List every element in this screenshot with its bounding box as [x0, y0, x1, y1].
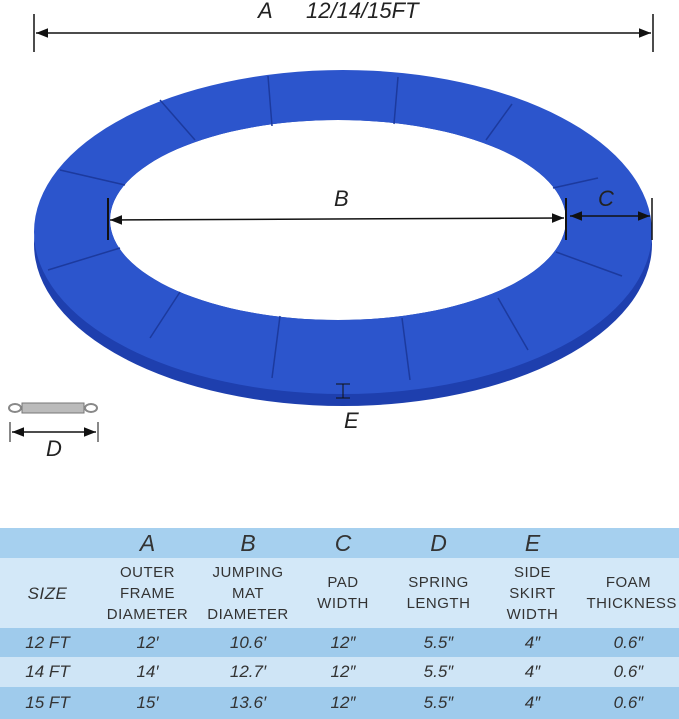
table-cell-text: 0.6″: [613, 662, 644, 681]
table-cell-text: 15 FT: [25, 693, 70, 712]
table-cell: 5.5″: [390, 657, 487, 687]
table-cell-text: 13.6′: [229, 693, 267, 712]
table-cell: 5.5″: [390, 628, 487, 657]
table-cell: 12″: [296, 687, 390, 719]
header-cell-text: PAD WIDTH: [317, 574, 369, 612]
diagram: A 12/14/15FT B C E D: [8, 0, 654, 461]
table-cell: 0.6″: [578, 657, 679, 687]
header-cell-text: SIZE: [27, 583, 68, 603]
label-d: D: [46, 436, 62, 461]
header-cell-text: FOAM THICKNESS: [586, 574, 677, 612]
table-cell-text: 14′: [136, 662, 159, 681]
table-cell: 12″: [296, 657, 390, 687]
letter-cell-text: C: [334, 529, 352, 556]
table-cell-text: 12″: [330, 632, 356, 652]
header-cell: SPRING LENGTH: [390, 558, 487, 628]
header-cell: SIDE SKIRT WIDTH: [487, 558, 578, 628]
table-cell-text: 4″: [524, 693, 541, 712]
table-cell-text: 5.5″: [423, 662, 454, 681]
label-a-size: 12/14/15FT: [306, 0, 420, 23]
table-cell-text: 4″: [524, 662, 541, 681]
table-cell: 10.6′: [200, 628, 296, 657]
table-cell: 0.6″: [578, 687, 679, 719]
table-cell: 12′: [95, 628, 200, 657]
table-cell: 4″: [487, 628, 578, 657]
letter-cell: B: [200, 528, 296, 558]
table-cell-text: 4″: [524, 632, 541, 652]
table-cell-text: 12.7′: [229, 662, 267, 681]
letter-cell: E: [487, 528, 578, 558]
header-cell: SIZE: [0, 558, 95, 628]
spring: [8, 402, 98, 414]
table-cell-text: 12″: [330, 693, 356, 712]
label-b: B: [334, 186, 349, 211]
header-cell: JUMPING MAT DIAMETER: [200, 558, 296, 628]
table-cell-text: 0.6″: [613, 693, 644, 712]
header-cell-text: JUMPING MAT DIAMETER: [207, 563, 289, 623]
letter-cell: A: [95, 528, 200, 558]
letter-cell-text: E: [524, 529, 541, 556]
ring: [34, 70, 652, 394]
table-cell: 12.7′: [200, 657, 296, 687]
label-e: E: [344, 408, 359, 433]
table-cell: 0.6″: [578, 628, 679, 657]
letter-cell: D: [390, 528, 487, 558]
table-cell-text: 14 FT: [25, 662, 70, 681]
table-cell-text: 5.5″: [423, 693, 454, 712]
table-cell: 4″: [487, 687, 578, 719]
letter-cell: [0, 528, 95, 558]
letter-cell-text: A: [139, 529, 156, 556]
label-a: A: [256, 0, 273, 23]
header-cell-text: SPRING LENGTH: [406, 574, 471, 612]
table-cell-text: 12 FT: [25, 632, 70, 652]
table-cell: 4″: [487, 657, 578, 687]
letter-cell-text: D: [430, 529, 447, 556]
header-cell-text: OUTER FRAME DIAMETER: [106, 563, 189, 623]
table-cell-text: 10.6′: [229, 632, 267, 652]
header-cell: OUTER FRAME DIAMETER: [95, 558, 200, 628]
seams: [47, 75, 623, 381]
table-cell: 13.6′: [200, 687, 296, 719]
letter-cell: [578, 528, 679, 558]
table-cell: 12″: [296, 628, 390, 657]
table-cell-text: 0.6″: [613, 632, 644, 652]
letter-cell: C: [296, 528, 390, 558]
table-cell: 15′: [95, 687, 200, 719]
letter-cell-text: B: [240, 529, 256, 556]
table-cell: 14 FT: [0, 657, 95, 687]
header-cell: PAD WIDTH: [296, 558, 390, 628]
header-cell: FOAM THICKNESS: [578, 558, 679, 628]
table-cell-text: 12′: [136, 632, 159, 652]
header-cell-text: SIDE SKIRT WIDTH: [506, 563, 559, 623]
table-cell-text: 12″: [330, 662, 356, 681]
table-cell: 5.5″: [390, 687, 487, 719]
table-cell: 14′: [95, 657, 200, 687]
table-cell-text: 15′: [136, 693, 159, 712]
dim-arrow: [109, 213, 565, 225]
spec-table: A B C D E SIZE OUTER FRAME DIAMETER JUMPING MAT…: [0, 528, 679, 719]
label-c: C: [598, 186, 614, 211]
table-cell-text: 5.5″: [423, 632, 454, 652]
table-cell: 15 FT: [0, 687, 95, 719]
table-cell: 12 FT: [0, 628, 95, 657]
